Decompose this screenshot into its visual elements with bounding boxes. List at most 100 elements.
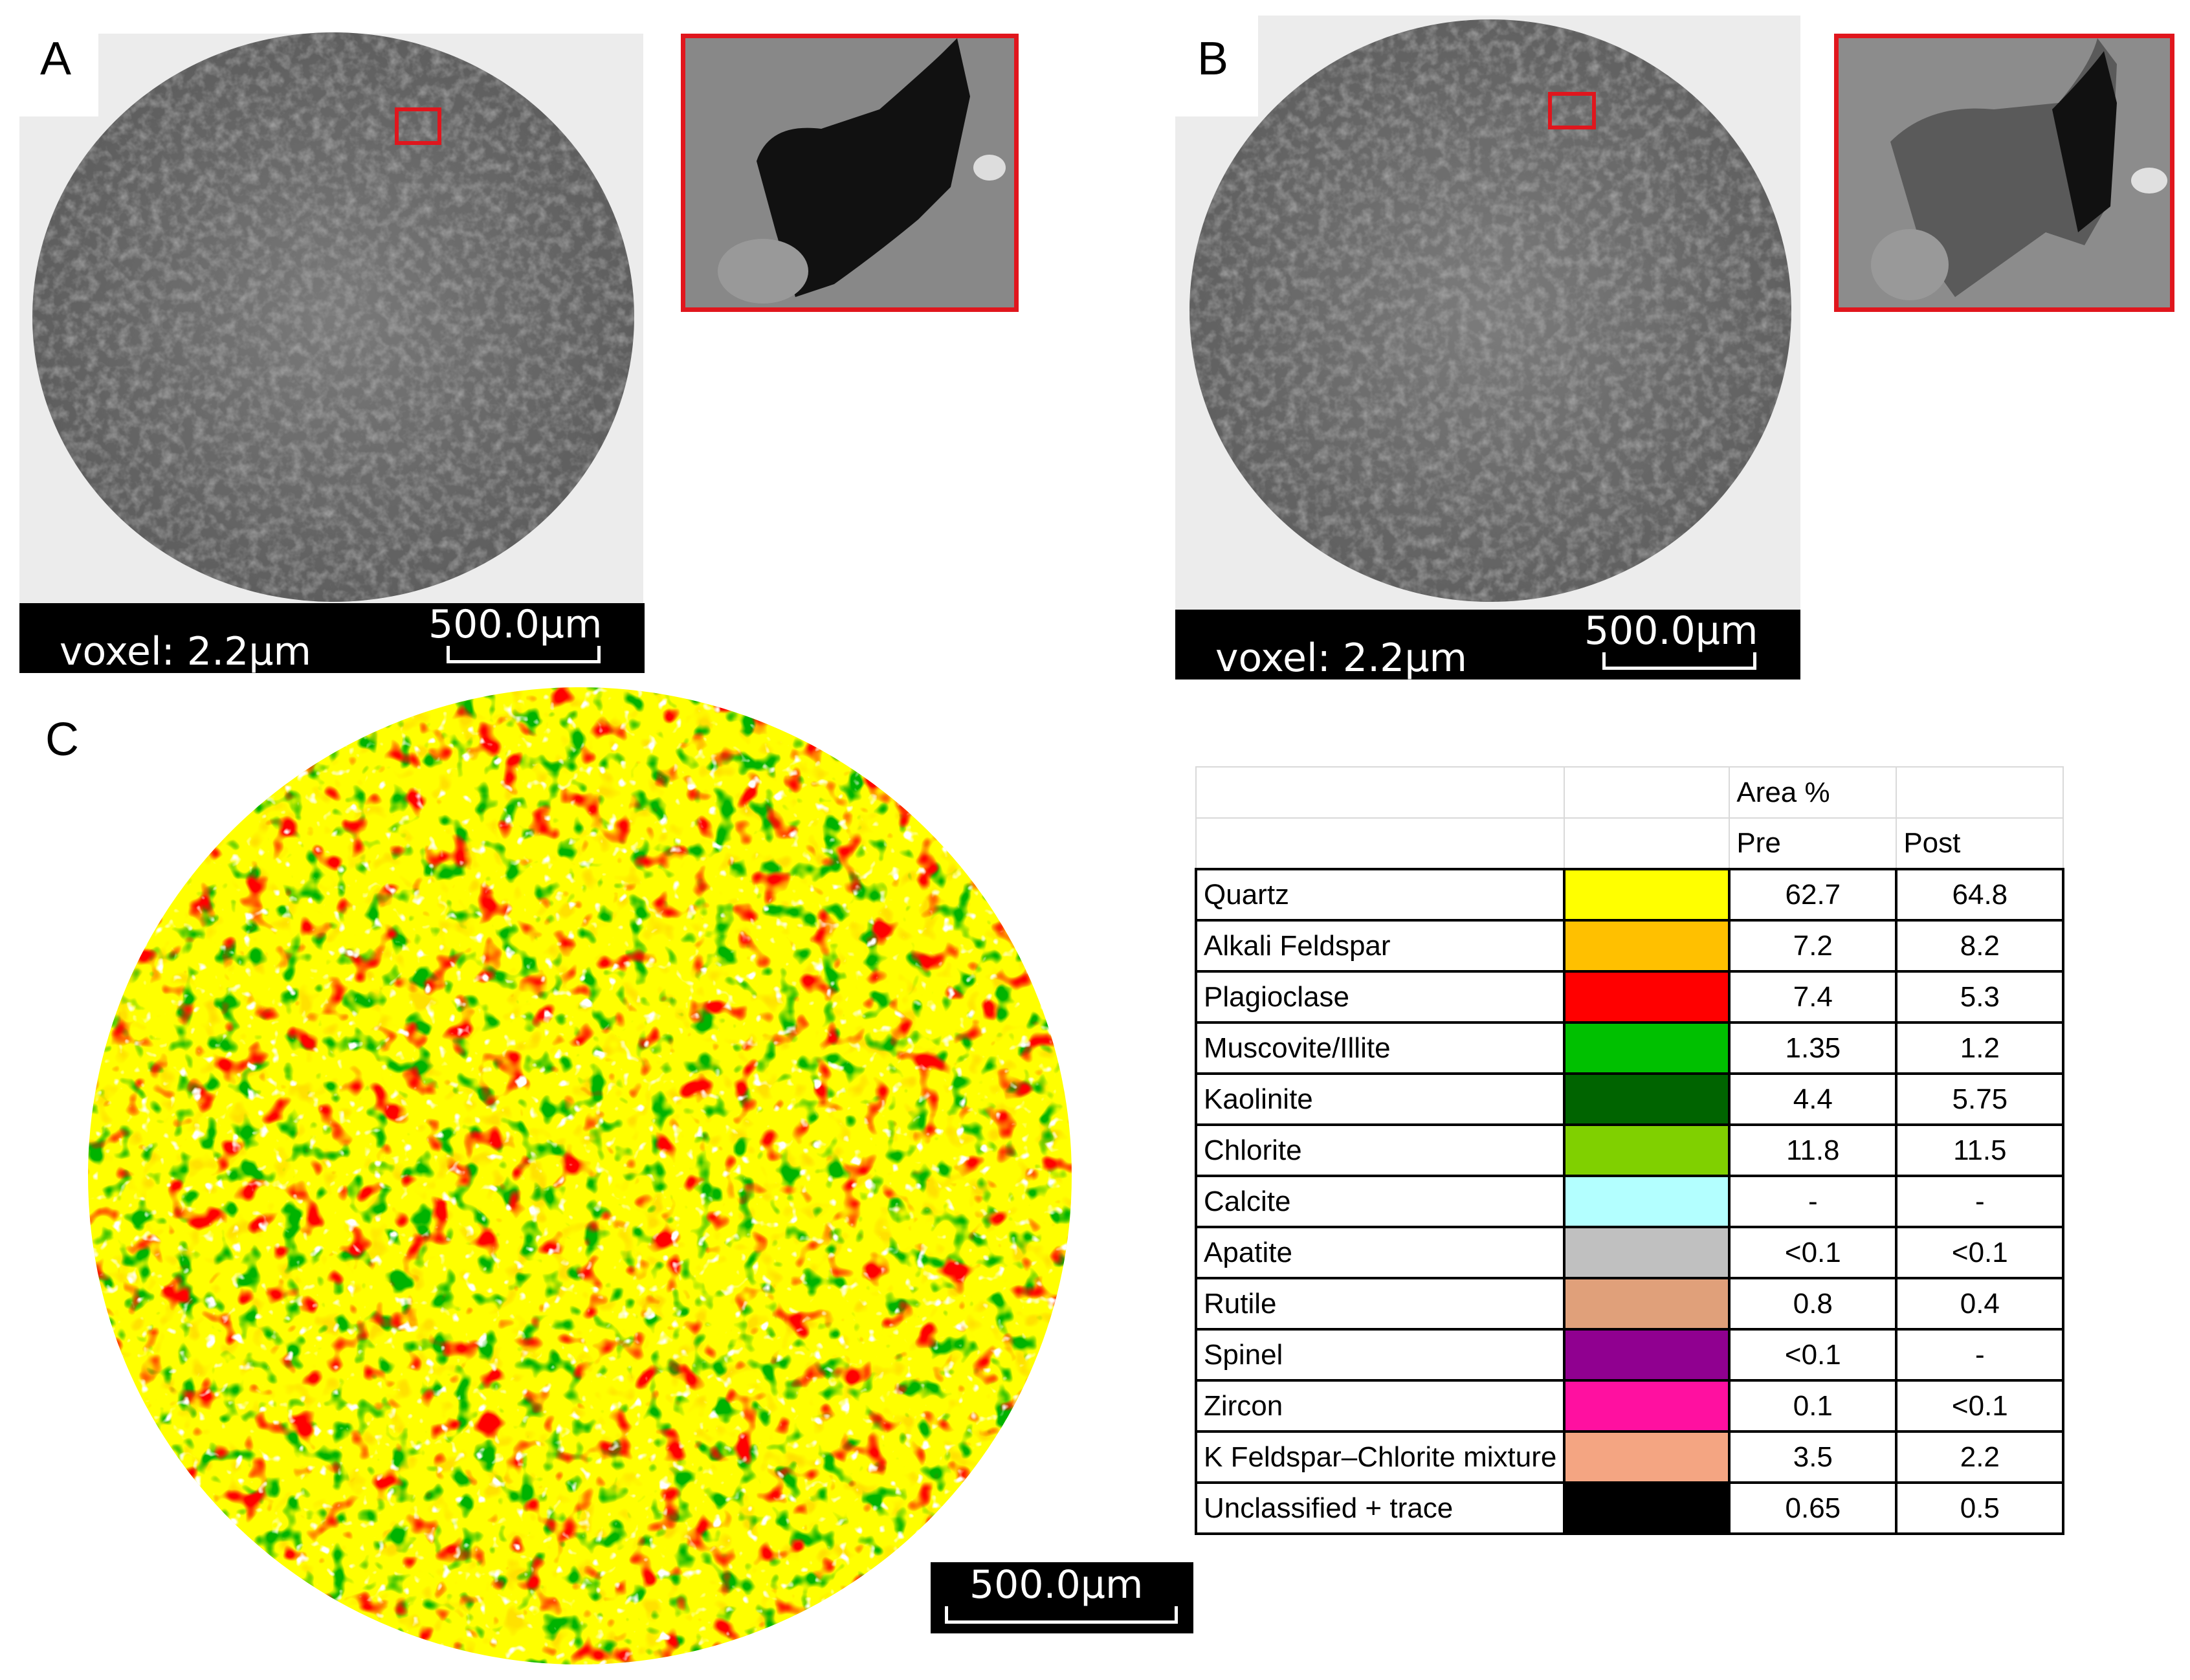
area-pre-value: <0.1 <box>1728 1226 1898 1279</box>
mineral-name: Muscovite/Illite <box>1194 1021 1566 1075</box>
area-post-value: 64.8 <box>1895 868 2065 922</box>
table-header-row-1: Area % <box>1195 766 2064 819</box>
roi-box-b <box>1548 92 1596 129</box>
mineral-color-swatch <box>1563 919 1731 973</box>
table-row: Muscovite/Illite 1.35 1.2 <box>1194 1021 2065 1075</box>
mineral-name: Zircon <box>1194 1379 1566 1433</box>
mineral-name-text: Alkali Feldspar <box>1204 929 1391 962</box>
mineral-name-text: K Feldspar–Chlorite mixture <box>1204 1441 1557 1473</box>
mineral-name: Chlorite <box>1194 1123 1566 1177</box>
table-row: Apatite <0.1 <0.1 <box>1194 1226 2065 1279</box>
scale-bar-b: voxel: 2.2µm 500.0µm <box>1175 608 1800 681</box>
area-post-value: 1.2 <box>1895 1021 2065 1075</box>
roi-box-a <box>395 107 441 145</box>
mineral-name: Quartz <box>1194 868 1566 922</box>
scale-tick-b <box>1602 652 1756 670</box>
mineral-name: Spinel <box>1194 1328 1566 1382</box>
table-row: Quartz 62.7 64.8 <box>1194 868 2065 922</box>
mineral-name-text: Unclassified + trace <box>1204 1492 1454 1524</box>
voxel-label-a: voxel: 2.2µm <box>60 629 311 674</box>
area-pre-value: 11.8 <box>1728 1123 1898 1177</box>
mineral-area-table: Area % Pre Post Quartz 62.7 64.8 Alkali Fel… <box>1194 766 2065 1535</box>
table-row: Chlorite 11.8 11.5 <box>1194 1123 2065 1177</box>
area-post-value: 0.4 <box>1895 1277 2065 1331</box>
scale-tick-c <box>945 1606 1178 1624</box>
mineral-name: Plagioclase <box>1194 970 1566 1024</box>
area-pre-value: 0.1 <box>1728 1379 1898 1433</box>
mineral-name: Rutile <box>1194 1277 1566 1331</box>
mineral-color-swatch <box>1563 1072 1731 1126</box>
ct-image-b <box>1189 19 1791 602</box>
zoom-inset-a <box>681 34 1019 312</box>
mineral-color-swatch <box>1563 1175 1731 1228</box>
area-post-value: 11.5 <box>1895 1123 2065 1177</box>
ct-image-a <box>32 32 634 602</box>
area-post-value: - <box>1895 1175 2065 1228</box>
table-header-blank <box>1195 766 1565 819</box>
scale-tick-a <box>447 646 601 663</box>
ct-texture-b <box>1189 19 1791 602</box>
area-post-value: - <box>1895 1328 2065 1382</box>
mineral-color-swatch <box>1563 1328 1731 1382</box>
mineral-color-swatch <box>1563 868 1731 922</box>
mineral-color-swatch <box>1563 1021 1731 1075</box>
table-header-pre: Pre <box>1729 817 1897 870</box>
mineral-name: Apatite <box>1194 1226 1566 1279</box>
mineral-color-swatch <box>1563 1123 1731 1177</box>
table-header-area: Area % <box>1729 766 1897 819</box>
table-header-blank-swatch <box>1564 766 1731 819</box>
mineral-name-text: Rutile <box>1204 1287 1277 1320</box>
area-pre-value: 62.7 <box>1728 868 1898 922</box>
mineral-name-text: Chlorite <box>1204 1134 1302 1166</box>
mineral-color-swatch <box>1563 1226 1731 1279</box>
table-row: Unclassified + trace 0.65 0.5 <box>1194 1481 2065 1535</box>
mineral-name: Calcite <box>1194 1175 1566 1228</box>
table-header-post: Post <box>1896 817 2064 870</box>
scale-length-c: 500.0µm <box>969 1562 1144 1608</box>
mineral-name-text: Kaolinite <box>1204 1083 1313 1115</box>
area-post-value: 2.2 <box>1895 1430 2065 1484</box>
zoom-inset-b <box>1834 34 2174 312</box>
area-pre-value: 7.2 <box>1728 919 1898 973</box>
mineral-color-swatch <box>1563 1430 1731 1484</box>
area-post-value: <0.1 <box>1895 1379 2065 1433</box>
mineral-color-swatch <box>1563 1379 1731 1433</box>
mineral-name-text: Zircon <box>1204 1389 1283 1422</box>
table-row: Calcite - - <box>1194 1175 2065 1228</box>
area-post-value: 5.3 <box>1895 970 2065 1024</box>
table-row: Alkali Feldspar 7.2 8.2 <box>1194 919 2065 973</box>
table-header-blank-2 <box>1195 817 1565 870</box>
table-row: Spinel <0.1- <box>1194 1328 2065 1382</box>
table-header-row-2: Pre Post <box>1195 817 2064 870</box>
panel-label-a: A <box>40 33 72 85</box>
mineral-color-swatch <box>1563 1481 1731 1535</box>
mineral-name: Unclassified + trace <box>1194 1481 1566 1535</box>
scale-length-a: 500.0µm <box>428 602 603 647</box>
area-post-value: 0.5 <box>1895 1481 2065 1535</box>
table-header-blank-post <box>1896 766 2064 819</box>
area-pre-value: 3.5 <box>1728 1430 1898 1484</box>
mineral-name-text: Spinel <box>1204 1338 1283 1371</box>
area-pre-value: 0.8 <box>1728 1277 1898 1331</box>
mineral-name: Kaolinite <box>1194 1072 1566 1126</box>
scale-length-b: 500.0µm <box>1584 608 1758 654</box>
table-row: Zircon 0.1 <0.1 <box>1194 1379 2065 1433</box>
ct-texture-a <box>32 32 634 602</box>
area-pre-value: 4.4 <box>1728 1072 1898 1126</box>
mineral-name: K Feldspar–Chlorite mixture <box>1194 1430 1566 1484</box>
scale-bar-a: voxel: 2.2µm 500.0µm <box>19 602 645 674</box>
area-pre-value: - <box>1728 1175 1898 1228</box>
mineral-name-text: Muscovite/Illite <box>1204 1032 1391 1064</box>
mineral-name-text: Apatite <box>1204 1236 1292 1268</box>
mineral-color-swatch <box>1563 970 1731 1024</box>
zoom-texture-a <box>685 38 1014 307</box>
area-post-value: 8.2 <box>1895 919 2065 973</box>
table-row: Kaolinite 4.4 5.75 <box>1194 1072 2065 1126</box>
mineral-name: Alkali Feldspar <box>1194 919 1566 973</box>
table-row: Plagioclase 7.4 5.3 <box>1194 970 2065 1024</box>
mineral-name-text: Plagioclase <box>1204 980 1350 1013</box>
table-header-blank-swatch-2 <box>1564 817 1731 870</box>
area-pre-value: 0.65 <box>1728 1481 1898 1535</box>
area-pre-value: <0.1 <box>1728 1328 1898 1382</box>
area-post-value: 5.75 <box>1895 1072 2065 1126</box>
